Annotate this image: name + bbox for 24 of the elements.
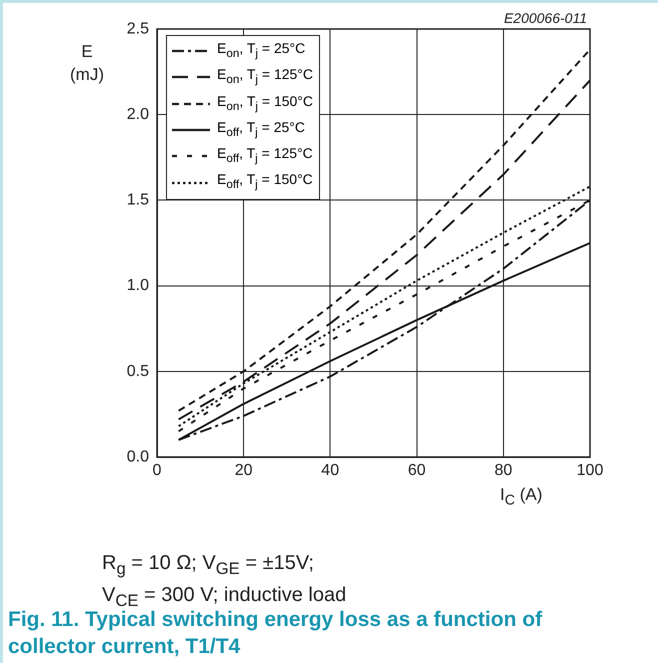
text: E200066-011 (504, 10, 587, 26)
legend-label: E$_{off}$, T$_{j}$ = 25°C (217, 118, 306, 141)
legend-label: E$_{off}$, T$_{j}$ = 125°C (217, 144, 313, 167)
text: V$_{CE}$ = 300 V; inductive load (102, 584, 346, 610)
legend-label: E$_{on}$, T$_{j}$ = 125°C (217, 65, 314, 88)
y-tick-label: 1.5 (126, 192, 150, 209)
x-tick-label: 60 (408, 462, 426, 480)
y-axis-title: E (mJ) (70, 41, 104, 86)
y-tick-label: 0.5 (126, 362, 150, 380)
x-axis-title: I$_{C}$ (A) (500, 485, 542, 508)
x-tick-label: 0 (152, 462, 162, 480)
x-tick-label: 100 (576, 462, 604, 480)
x-tick-label: 20 (234, 462, 253, 480)
text: Fig. 11. Typical switching energy loss as a function of collector current, T1/T4 (8, 607, 544, 660)
text: R$_{g}$ = 10 Ω; V$_{GE}$ = ±15V; (102, 552, 314, 578)
y-tick-label: 2.5 (126, 20, 150, 38)
x-tick-label: 40 (321, 462, 340, 480)
legend-label: E$_{on}$, T$_{j}$ = 25°C (217, 39, 306, 62)
x-tick-label: 80 (494, 462, 512, 480)
y-tick-label: 2.0 (126, 106, 150, 124)
legend-label: E$_{off}$, T$_{j}$ = 150°C (217, 170, 313, 194)
y-tick-label: 0.0 (126, 448, 150, 466)
y-tick-label: 1.0 (126, 277, 150, 294)
legend-label: E$_{on}$, T$_{j}$ = 150°C (217, 92, 314, 114)
